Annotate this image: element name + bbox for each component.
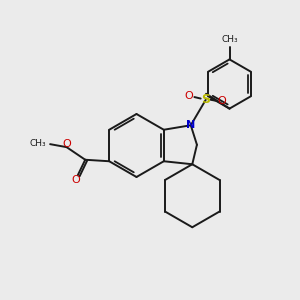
Text: S: S [201,93,210,106]
Text: N: N [186,120,195,130]
Text: CH₃: CH₃ [221,35,238,44]
Text: O: O [184,91,193,101]
Text: O: O [71,175,80,185]
Text: O: O [217,96,226,106]
Text: CH₃: CH₃ [30,139,46,148]
Text: O: O [63,139,72,149]
